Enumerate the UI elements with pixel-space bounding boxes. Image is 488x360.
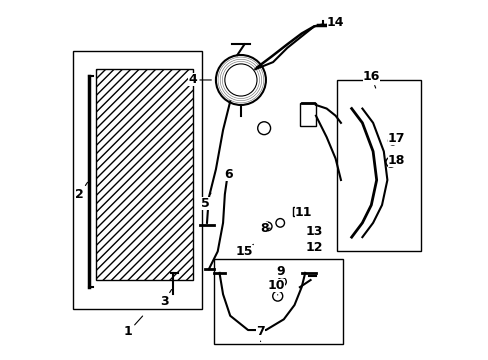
Text: 13: 13 [305,225,322,238]
Text: 1: 1 [124,316,142,338]
Text: 8: 8 [259,222,270,235]
Text: 16: 16 [362,70,379,88]
Text: 6: 6 [224,168,232,181]
Text: 18: 18 [387,154,404,167]
Text: 15: 15 [235,244,253,258]
Text: 17: 17 [387,132,404,145]
Text: 14: 14 [324,16,344,29]
Bar [96,69,192,280]
Text: 11: 11 [294,206,311,219]
Text: 3: 3 [160,289,171,308]
Text: 2: 2 [75,182,87,201]
Text: 9: 9 [275,265,284,281]
Bar [292,207,299,216]
Text: 10: 10 [266,279,284,295]
Text: 5: 5 [201,193,210,210]
Bar [299,103,315,126]
Bar [337,80,421,251]
Text: 12: 12 [305,241,322,255]
Bar [214,258,342,344]
Text: 7: 7 [256,325,264,342]
Text: 4: 4 [188,73,211,86]
Bar [73,51,201,309]
